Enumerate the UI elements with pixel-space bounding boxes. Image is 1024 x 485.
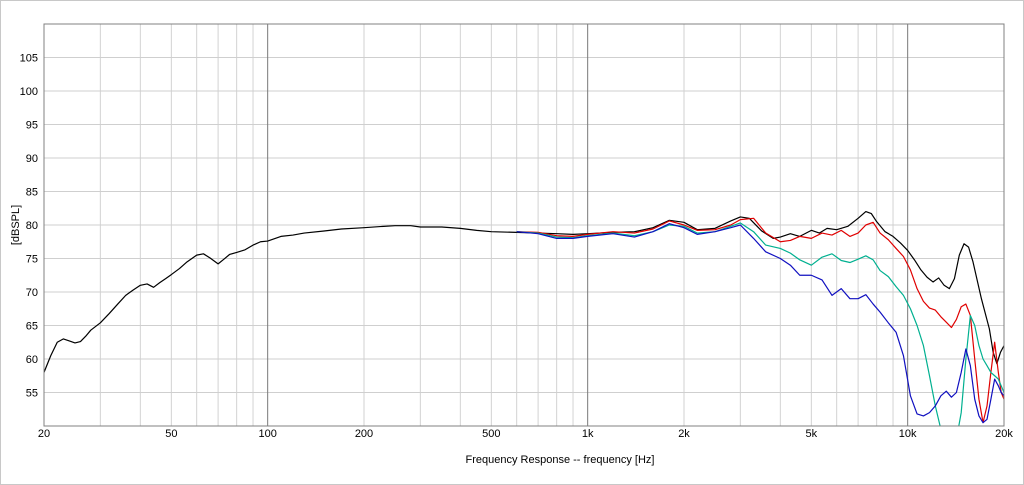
x-tick-label: 20 — [38, 428, 50, 440]
x-tick-label: 5k — [806, 428, 818, 440]
series-line-2 — [516, 217, 1004, 424]
y-tick-label: 85 — [26, 187, 38, 199]
x-tick-label: 200 — [355, 428, 373, 440]
plot-series-group — [44, 211, 1004, 426]
y-tick-label: 100 — [20, 86, 38, 98]
y-tick-label: 80 — [26, 220, 38, 232]
series-line-1 — [44, 211, 1004, 373]
y-axis-title: [dBSPL] — [10, 205, 22, 245]
y-tick-label: 70 — [26, 287, 38, 299]
y-tick-label: 95 — [26, 120, 38, 132]
x-tick-label: 1k — [582, 428, 594, 440]
x-axis-title: Frequency Response -- frequency [Hz] — [466, 454, 655, 466]
y-tick-label: 90 — [26, 153, 38, 165]
x-tick-label: 2k — [678, 428, 690, 440]
x-tick-labels: 20 50 100 200 500 1k 2k 5k 10k 20k — [38, 428, 1013, 440]
y-tick-label: 105 — [20, 53, 38, 65]
y-tick-label: 55 — [26, 388, 38, 400]
x-tick-label: 100 — [258, 428, 276, 440]
y-tick-label: 65 — [26, 321, 38, 333]
y-tick-label: 60 — [26, 354, 38, 366]
major-grid — [267, 24, 909, 426]
x-tick-label: 50 — [165, 428, 177, 440]
x-tick-label: 500 — [482, 428, 500, 440]
plot-border — [43, 23, 1005, 427]
x-tick-label: 20k — [995, 428, 1013, 440]
minor-grid — [43, 24, 1005, 426]
series-line-4 — [516, 223, 1004, 424]
x-tick-label: 10k — [899, 428, 917, 440]
y-tick-labels: 55 60 65 70 75 80 85 90 95 100 105 — [20, 53, 38, 400]
y-tick-label: 75 — [26, 254, 38, 266]
